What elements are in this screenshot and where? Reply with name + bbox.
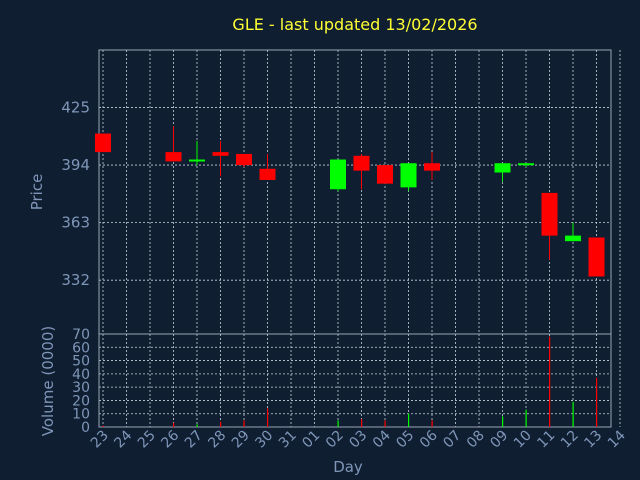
volume-tick-label: 30: [72, 380, 90, 396]
x-tick-label: 12: [558, 428, 582, 452]
volume-panel-frame: [98, 333, 612, 428]
candles: [95, 126, 605, 277]
x-tick-label: 25: [135, 428, 159, 452]
volume-bar: [502, 416, 504, 427]
x-tick-label: 06: [417, 427, 441, 451]
price-tick-label: 332: [61, 271, 90, 289]
volume-bar: [525, 409, 527, 427]
candle-body: [377, 165, 393, 184]
volume-bar: [572, 401, 574, 427]
x-axis: 23 24 25 26 27 28 29 30 31 01 02 03 04 05 06 07 08 09 10 11…: [88, 427, 629, 451]
candle-body: [588, 237, 605, 277]
x-tick-label: 08: [464, 428, 488, 452]
price-axis-label: Price: [28, 174, 46, 211]
volume-bar: [102, 425, 104, 427]
candle-body: [565, 235, 581, 242]
candle-body: [259, 168, 276, 180]
x-tick-label: 23: [88, 428, 112, 452]
x-tick-label: 11: [534, 428, 558, 452]
x-tick-label: 01: [299, 428, 323, 452]
volume-bar: [408, 413, 410, 427]
x-tick-label: 05: [393, 428, 417, 452]
candle-body: [330, 159, 346, 190]
volume-bar: [196, 424, 198, 427]
volume-bar: [173, 423, 175, 427]
price-panel-frame: [98, 49, 612, 335]
candle-body: [494, 163, 511, 173]
candle-body: [353, 155, 370, 171]
volume-tick-label: 40: [72, 367, 90, 383]
volume-tick-label: 10: [72, 407, 90, 423]
x-tick-label: 30: [252, 428, 276, 452]
price-tick-label: 425: [61, 99, 90, 117]
x-tick-label: 31: [276, 428, 300, 452]
chart-title: GLE - last updated 13/02/2026: [232, 15, 477, 34]
volume-tick-label: 70: [72, 327, 90, 343]
x-tick-label: 09: [487, 428, 511, 452]
volume-grid: [99, 334, 621, 427]
candle-body: [541, 192, 558, 236]
candle-body: [424, 163, 440, 171]
volume-bar: [361, 419, 363, 427]
candle-body: [518, 163, 534, 166]
x-tick-label: 27: [182, 428, 206, 452]
price-tick-label: 363: [61, 214, 90, 232]
x-tick-label: 14: [605, 427, 629, 451]
volume-tick-label: 60: [72, 340, 90, 356]
x-tick-label: 24: [111, 427, 135, 451]
x-tick-label: 03: [346, 428, 370, 452]
x-tick-label: 02: [323, 428, 347, 452]
candle-body: [189, 159, 205, 162]
price-grid: [99, 50, 621, 334]
volume-bars: [102, 336, 598, 427]
x-tick-label: 28: [205, 428, 229, 452]
x-tick-label: 26: [158, 427, 182, 451]
x-tick-label: 13: [581, 428, 605, 452]
candle-body: [95, 133, 111, 153]
volume-tick-label: 0: [81, 420, 90, 436]
price-tick-label: 394: [61, 156, 90, 174]
volume-tick-label: 50: [72, 354, 90, 370]
volume-bar: [431, 420, 433, 427]
x-axis-label: Day: [333, 458, 363, 476]
volume-tick-label: 20: [72, 393, 90, 409]
x-tick-label: 04: [370, 427, 394, 451]
volume-bar: [243, 420, 245, 427]
price-axis: 332 363 394 425: [61, 99, 90, 290]
candle-body: [400, 163, 417, 188]
candle-body: [236, 153, 252, 166]
x-tick-label: 07: [440, 428, 464, 452]
volume-bar: [384, 420, 386, 427]
x-tick-label: 29: [229, 428, 253, 452]
volume-axis-label: Volume (0000): [39, 326, 57, 436]
candle-body: [212, 152, 229, 156]
volume-bar: [596, 377, 598, 427]
volume-bar: [267, 408, 269, 427]
x-tick-label: 10: [511, 428, 535, 452]
volume-bar: [337, 420, 339, 427]
candle-body: [165, 152, 182, 162]
volume-bar: [220, 421, 222, 427]
volume-bar: [549, 336, 551, 427]
